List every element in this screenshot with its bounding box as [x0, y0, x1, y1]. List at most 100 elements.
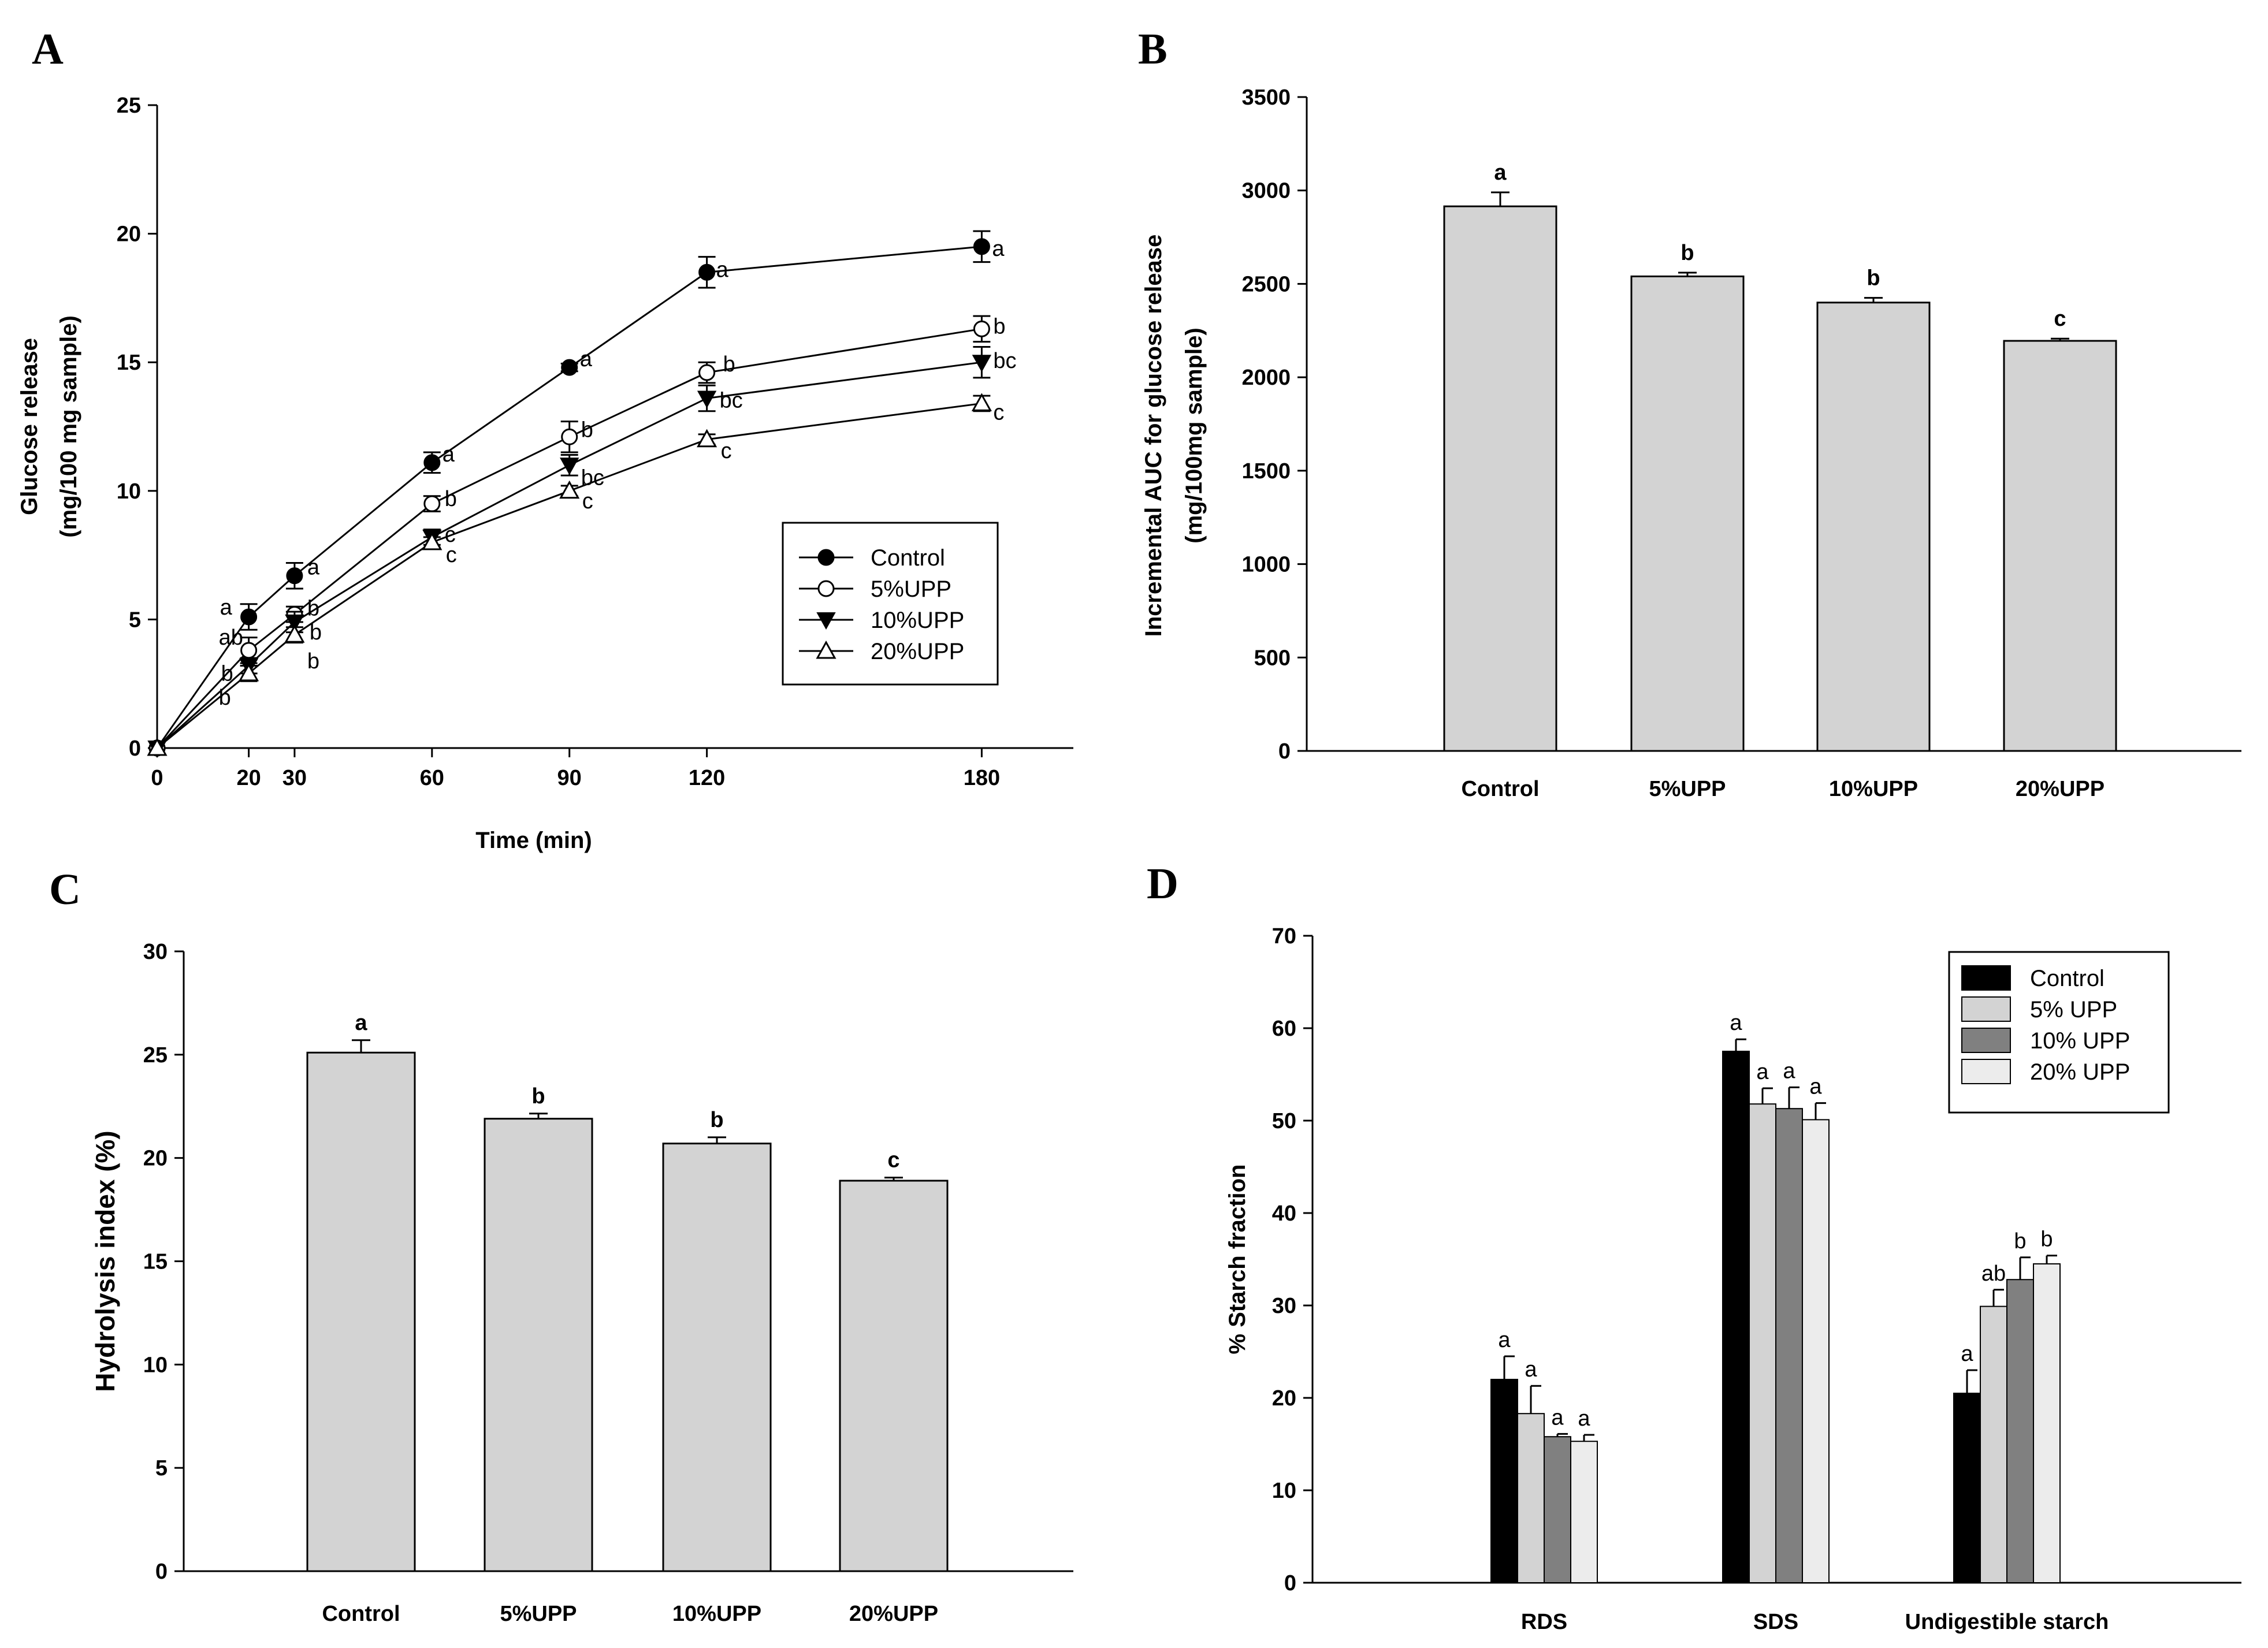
c-bar: [484, 1118, 593, 1572]
b-bar: [2003, 340, 2117, 752]
panel-c-bar-chart: 0 5 10 15 20 25 30 Hydrolysis index (%) a Control…: [90, 940, 1073, 1626]
a-significance-label: a: [220, 596, 233, 620]
d-bar: [2033, 1263, 2061, 1583]
a-data-point: [240, 642, 258, 659]
b-significance-label: a: [1494, 161, 1507, 185]
a-data-point: [971, 393, 992, 411]
a-y-tick-label: 25: [117, 94, 141, 118]
a-significance-label: b: [445, 487, 457, 511]
a-significance-label: bc: [993, 349, 1016, 373]
a-data-point: [284, 624, 305, 643]
b-bar: [1630, 275, 1745, 752]
a-significance-label: bc: [581, 466, 604, 490]
a-significance-label: a: [307, 556, 320, 580]
a-data-point: [423, 454, 441, 471]
a-significance-label: b: [310, 620, 322, 645]
a-significance-label: b: [219, 686, 231, 710]
a-legend-marker: [817, 549, 835, 566]
a-data-point: [698, 263, 716, 281]
d-y-tick-label: 20: [1272, 1386, 1296, 1411]
d-y-tick-label: 40: [1272, 1201, 1296, 1226]
b-y-tick-label: 2000: [1241, 366, 1291, 390]
a-y-tick-label: 5: [129, 608, 141, 632]
c-bar: [839, 1180, 949, 1572]
d-bar: [1517, 1413, 1545, 1583]
b-category-label: Control: [1461, 777, 1539, 801]
d-legend-swatch: [1961, 1028, 2011, 1053]
a-significance-label: c: [582, 489, 593, 514]
a-data-point: [559, 480, 580, 499]
a-x-tick-label: 180: [964, 766, 1000, 790]
d-legend-label: 20% UPP: [2030, 1059, 2130, 1085]
panel-letter-d: D: [1147, 860, 1178, 908]
d-bar: [1544, 1436, 1571, 1583]
c-significance-label: a: [355, 1011, 367, 1035]
a-legend-marker: [817, 580, 835, 597]
b-significance-label: b: [1680, 241, 1694, 265]
a-data-point: [973, 238, 990, 255]
b-category-label: 5%UPP: [1649, 777, 1726, 801]
d-y-tick-label: 70: [1272, 924, 1296, 948]
c-category-label: Control: [322, 1602, 400, 1626]
a-significance-label: a: [443, 442, 455, 467]
a-y-tick-label: 20: [117, 222, 141, 247]
d-category-label: RDS: [1521, 1610, 1567, 1634]
a-legend-label: 5%UPP: [871, 576, 951, 602]
b-y-tick-label: 2500: [1241, 272, 1291, 296]
c-significance-label: b: [710, 1108, 723, 1132]
c-y-tick-label: 20: [143, 1147, 168, 1171]
a-data-point: [561, 359, 578, 376]
c-y-tick-label: 30: [143, 940, 168, 964]
d-significance-label: a: [1961, 1342, 1973, 1366]
a-data-point: [972, 355, 992, 373]
c-category-label: 10%UPP: [672, 1602, 761, 1626]
d-y-tick-label: 60: [1272, 1017, 1296, 1041]
c-significance-label: b: [531, 1084, 545, 1108]
panel-letter-a: A: [32, 25, 64, 73]
a-y-tick-label: 10: [117, 479, 141, 504]
a-data-point: [422, 531, 443, 550]
c-y-tick-label: 15: [143, 1250, 168, 1274]
panel-letter-c: C: [49, 865, 81, 914]
d-bar: [1490, 1379, 1518, 1583]
a-significance-label: b: [307, 649, 319, 674]
d-significance-label: ab: [1981, 1262, 2006, 1286]
d-significance-label: a: [1783, 1059, 1795, 1083]
a-data-point: [561, 428, 578, 445]
a-legend-label: 20%UPP: [871, 639, 964, 664]
a-legend-label: 10%UPP: [871, 608, 964, 633]
d-category-label: Undigestible starch: [1905, 1610, 2109, 1634]
a-significance-label: a: [992, 237, 1005, 261]
d-y-axis-title: % Starch fraction: [1225, 1165, 1250, 1355]
a-x-tick-label: 120: [689, 766, 725, 790]
b-y-tick-label: 0: [1278, 739, 1291, 764]
a-data-point: [240, 608, 258, 626]
a-x-tick-label: 0: [151, 766, 163, 790]
c-y-tick-label: 0: [155, 1560, 168, 1584]
c-bar: [662, 1143, 772, 1572]
b-category-label: 20%UPP: [2016, 777, 2105, 801]
a-x-tick-label: 30: [282, 766, 307, 790]
d-significance-label: a: [1756, 1060, 1769, 1084]
panel-letter-b: B: [1138, 25, 1168, 73]
a-significance-label: c: [446, 543, 457, 567]
a-significance-label: b: [581, 418, 593, 442]
d-bar: [1570, 1441, 1598, 1583]
a-significance-label: a: [716, 258, 729, 282]
panel-a-line-chart: 0 5 10 15 20 25 0 20 30 60 90 120 180 Time (min) Gluco…: [17, 94, 1073, 853]
a-significance-label: b: [723, 352, 735, 377]
a-data-point: [697, 390, 717, 408]
a-data-point: [973, 320, 990, 337]
panel-b-bar-chart: 0 500 1000 1500 2000 2500 3000 3500 Incremental …: [1141, 85, 2241, 801]
a-data-point: [423, 495, 441, 512]
b-y-tick-label: 1500: [1241, 459, 1291, 483]
b-y-tick-label: 3500: [1241, 85, 1291, 110]
d-y-tick-label: 30: [1272, 1294, 1296, 1318]
b-significance-label: c: [2054, 307, 2066, 331]
d-bar: [1775, 1108, 1803, 1583]
a-data-point: [239, 663, 259, 682]
d-y-tick-label: 10: [1272, 1479, 1296, 1503]
a-x-tick-label: 90: [557, 766, 582, 790]
